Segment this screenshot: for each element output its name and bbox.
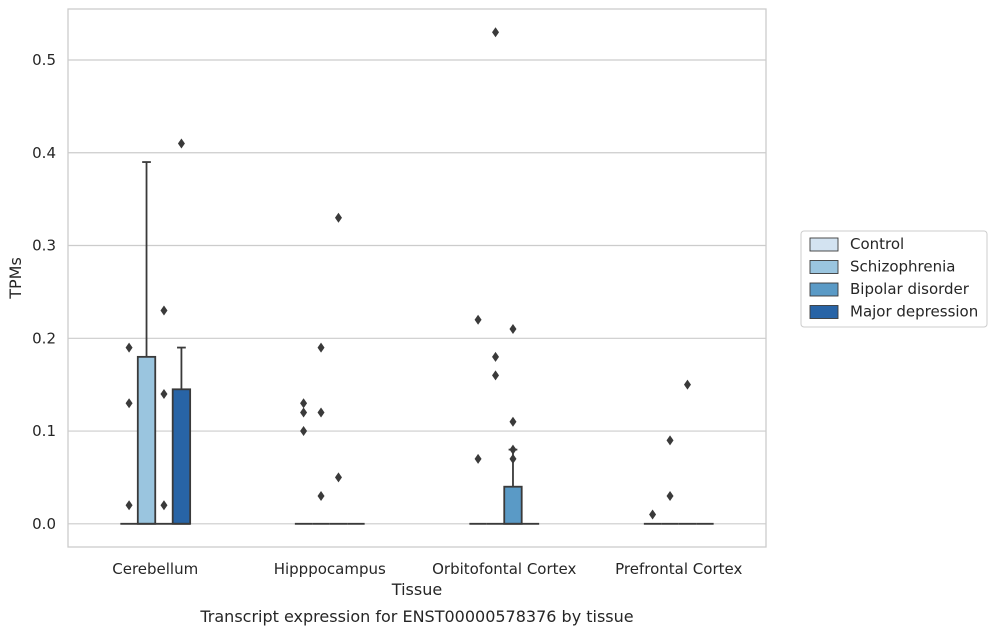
- y-tick-label: 0.1: [32, 422, 56, 440]
- legend-frame: [800, 230, 988, 328]
- outlier-point: [649, 509, 657, 520]
- outlier-point: [509, 444, 517, 455]
- box-body: [136, 355, 157, 525]
- y-tick-label: 0.4: [32, 144, 56, 162]
- legend-swatch: [809, 260, 839, 274]
- outlier-point: [300, 398, 308, 409]
- boxes: [120, 161, 714, 525]
- outlier-point: [509, 324, 517, 335]
- outlier-point: [125, 398, 133, 409]
- y-tick-label: 0.0: [32, 515, 56, 533]
- x-tick-label: Cerebellum: [112, 560, 198, 578]
- legend-label: Control: [850, 235, 904, 253]
- outlier-point: [474, 453, 482, 464]
- outlier-point: [492, 370, 500, 381]
- chart-caption: Transcript expression for ENST0000057837…: [199, 607, 633, 626]
- x-tick-label: Orbitofontal Cortex: [432, 560, 576, 578]
- outlier-point: [509, 416, 517, 427]
- outlier-point: [160, 500, 168, 511]
- outlier-point: [666, 490, 674, 501]
- plot-frame: [67, 8, 767, 548]
- outlier-point: [317, 342, 325, 353]
- box-body: [503, 485, 523, 525]
- outlier-point: [492, 351, 500, 362]
- outlier-point: [160, 305, 168, 316]
- y-tick-label: 0.3: [32, 237, 56, 255]
- outlier-point: [509, 453, 517, 464]
- y-tick-labels: 0.0 0.1 0.2 0.3 0.4 0.5: [32, 51, 56, 533]
- outlier-point: [474, 314, 482, 325]
- y-tick-label: 0.2: [32, 329, 56, 347]
- legend-label: Schizophrenia: [850, 258, 955, 276]
- outlier-point: [125, 342, 133, 353]
- outlier-point: [177, 138, 185, 149]
- outliers: [125, 27, 691, 520]
- x-tick-label: Hipppocampus: [274, 560, 386, 578]
- outlier-point: [666, 435, 674, 446]
- box: [136, 161, 157, 525]
- legend-swatch: [809, 282, 839, 297]
- box-body: [171, 388, 192, 525]
- legend-label: Major depression: [850, 303, 978, 321]
- outlier-point: [334, 472, 342, 483]
- outlier-point: [300, 426, 308, 437]
- legend: Control Schizophrenia Bipolar disorder Majo…: [800, 230, 988, 328]
- outlier-point: [300, 407, 308, 418]
- legend-swatch: [809, 237, 839, 252]
- legend-swatch: [809, 305, 839, 319]
- outlier-point: [160, 388, 168, 399]
- x-tick-label: Prefrontal Cortex: [615, 560, 742, 578]
- outlier-point: [334, 212, 342, 223]
- legend-label: Bipolar disorder: [850, 280, 970, 298]
- outlier-point: [317, 490, 325, 501]
- outlier-point: [683, 379, 691, 390]
- y-tick-label: 0.5: [32, 51, 56, 69]
- box: [171, 346, 192, 525]
- outlier-point: [125, 500, 133, 511]
- x-tick-labels: Cerebellum Hipppocampus Orbitofontal Corte…: [112, 560, 742, 578]
- outlier-point: [317, 407, 325, 418]
- y-axis-label: TPMs: [6, 257, 25, 300]
- x-axis-label: Tissue: [391, 580, 442, 599]
- outlier-point: [492, 27, 500, 38]
